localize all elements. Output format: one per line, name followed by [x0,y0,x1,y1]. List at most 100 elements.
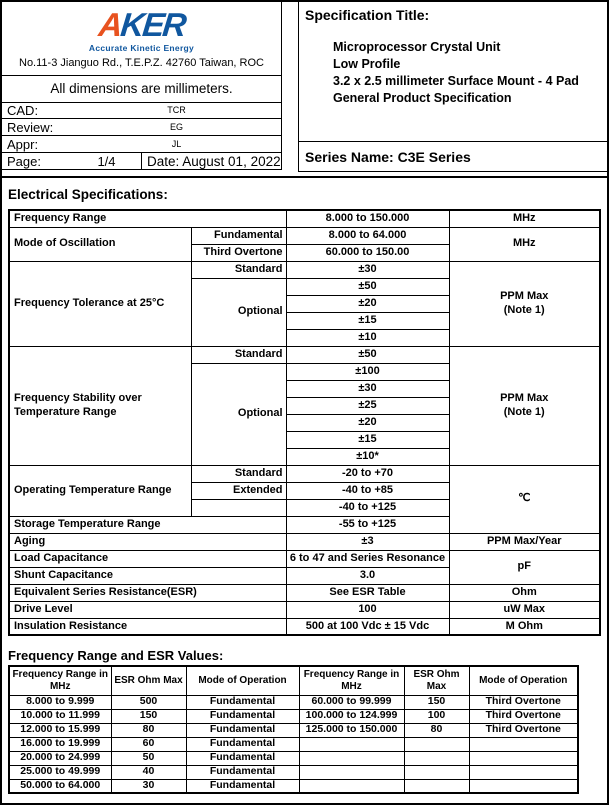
esr-header-cell: Mode of Operation [185,665,300,696]
spec-unit-cell: PPM Max (Note 1) [448,260,601,347]
dimensions-note: All dimensions are millimeters. [2,74,281,102]
page-row: Page: 1/4 Date: August 01, 2022 [2,152,281,169]
table-row: 16.000 to 19.999 60 Fundamental [8,736,579,752]
spec-sub-cell: Optional [190,362,287,466]
company-info-box: AKER Accurate Kinetic Energy No.11-3 Jia… [2,2,282,170]
esr-cell: Third Overtone [468,722,579,738]
spec-unit-cell: Ohm [448,583,601,602]
table-row: Mode of Oscillation Fundamental 8.000 to… [8,226,601,262]
esr-cell [468,764,579,780]
spec-sub-cell: Standard [190,345,287,364]
esr-header-cell: ESR Ohm Max [110,665,187,696]
spec-value-cell: 8.000 to 64.000 [285,226,450,245]
esr-cell: Fundamental [185,722,300,738]
spec-title-box: Specification Title: Microprocessor Crys… [298,2,607,172]
esr-cell: 50 [110,750,187,766]
spec-unit-cell: uW Max [448,600,601,619]
spec-label-cell: Shunt Capacitance [8,566,287,585]
spec-unit-cell: ℃ [448,464,601,534]
table-row: Equivalent Series Resistance(ESR) See ES… [8,583,601,602]
electrical-specifications-table: Frequency Range 8.000 to 150.000 MHz Mod… [8,209,601,636]
header-gap [282,2,298,176]
esr-cell: 125.000 to 150.000 [298,722,405,738]
esr-cell: Fundamental [185,750,300,766]
esr-cell: 60.000 to 99.999 [298,694,405,710]
spec-value-cell: -20 to +70 [285,464,450,483]
spec-title-line: Microprocessor Crystal Unit [333,40,501,54]
esr-cell [298,764,405,780]
spec-value-cell: ±100 [285,362,450,381]
spec-sub-cell: Extended [190,481,287,500]
aker-logo: AKER Accurate Kinetic Energy [2,2,281,53]
table-row: Shunt Capacitance 3.0 [8,566,600,585]
spec-title-heading: Specification Title: [305,7,430,23]
series-name: Series Name: C3E Series [299,141,607,171]
spec-value-cell: -40 to +125 [285,498,450,517]
spec-label-cell: Equivalent Series Resistance(ESR) [8,583,287,602]
esr-cell [298,750,405,766]
logo-letters-ker: KER [118,5,187,43]
unit-line: (Note 1) [503,303,545,316]
spec-label-cell: Frequency Range [8,209,287,228]
spec-value-cell: 100 [285,600,450,619]
spec-value-cell: -55 to +125 [285,515,450,534]
review-label: Review: [7,119,54,135]
esr-cell: 8.000 to 9.999 [8,694,112,710]
esr-cell [403,750,470,766]
spec-value-cell: 500 at 100 Vdc ± 15 Vdc [285,617,450,636]
esr-table: Frequency Range in MHz ESR Ohm Max Mode … [8,665,579,794]
table-row: Frequency Tolerance at 25°C Standard ±30… [8,260,601,347]
esr-cell: 100 [403,708,470,724]
spec-unit-cell: M Ohm [448,617,601,636]
table-row: Extended -40 to +85 [9,481,600,500]
spec-value-cell: 3.0 [285,566,450,585]
esr-cell: Fundamental [185,708,300,724]
spec-value-cell: ±15 [285,311,450,330]
spec-sub-cell: Third Overtone [190,243,287,262]
esr-cell: 500 [110,694,187,710]
esr-cell: 50.000 to 64.000 [8,778,112,794]
spec-value-cell: 8.000 to 150.000 [285,209,450,228]
esr-cell: 100.000 to 124.999 [298,708,405,724]
electrical-specifications-heading: Electrical Specifications: [8,187,168,202]
spec-unit-cell: PPM Max/Year [448,532,601,551]
table-row: Operating Temperature Range Standard -20… [8,464,601,534]
esr-header-cell: Frequency Range in MHz [298,665,405,696]
table-row: ±25 [9,396,600,415]
esr-values-heading: Frequency Range and ESR Values: [8,648,224,663]
unit-line: PPM Max [500,290,549,303]
spec-sub-cell [190,498,287,517]
appr-row: Appr: JL [2,135,281,152]
spec-label-cell: Operating Temperature Range [8,464,192,517]
spec-unit-cell: MHz [448,209,601,228]
spec-label-cell: Load Capacitance [8,549,287,568]
spec-value-cell: ±30 [285,379,450,398]
spec-value-cell: ±30 [285,260,450,279]
cad-label: CAD: [7,102,39,118]
logo-tagline: Accurate Kinetic Energy [88,42,195,53]
unit-line: (Note 1) [503,405,545,418]
table-row: 10.000 to 11.999 150 Fundamental 100.000… [8,708,579,724]
esr-cell: 80 [403,722,470,738]
esr-header-cell: Mode of Operation [468,665,579,696]
spec-title-block: Specification Title: Microprocessor Crys… [299,2,607,141]
page-label: Page: [7,153,41,169]
review-row: Review: EG [2,118,281,135]
spec-value-cell: 60.000 to 150.00 [285,243,450,262]
table-row: Insulation Resistance 500 at 100 Vdc ± 1… [8,617,601,636]
spec-value-cell: ±10* [285,447,450,466]
esr-cell: Fundamental [185,736,300,752]
table-row: 8.000 to 9.999 500 Fundamental 60.000 to… [8,694,579,710]
spec-title-line: 3.2 x 2.5 millimeter Surface Mount - 4 P… [333,74,579,88]
esr-cell [298,736,405,752]
esr-cell: 12.000 to 15.999 [8,722,112,738]
spec-unit-cell: pF [448,549,601,585]
table-row: 20.000 to 24.999 50 Fundamental [8,750,579,766]
spec-value-cell: ±20 [285,413,450,432]
esr-cell: 150 [110,708,187,724]
esr-cell [298,778,405,794]
esr-cell: 10.000 to 11.999 [8,708,112,724]
esr-cell: 30 [110,778,187,794]
esr-cell [468,778,579,794]
unit-line: PPM Max [500,392,549,405]
